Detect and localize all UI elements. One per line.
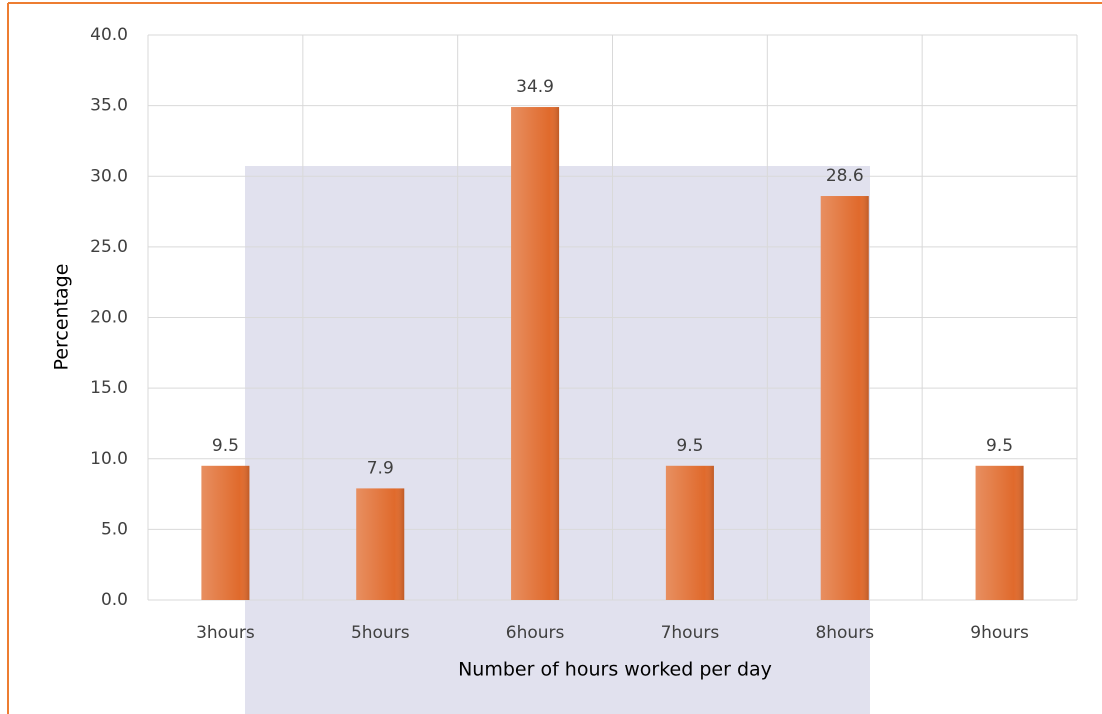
- bar-shade: [511, 107, 559, 600]
- bar-shade: [976, 466, 1024, 600]
- x-tick-label: 8hours: [815, 623, 874, 643]
- page: {"chart_data": {"type": "bar", "x_label"…: [0, 0, 1102, 714]
- bar-shade: [356, 488, 404, 600]
- data-label: 9.5: [212, 436, 239, 456]
- data-label: 28.6: [826, 166, 864, 186]
- x-tick-label: 6hours: [506, 623, 565, 643]
- y-tick-label: 10.0: [90, 449, 128, 469]
- chart: Number of hours worked per day Percentag…: [0, 0, 1102, 714]
- y-tick-label: 15.0: [90, 378, 128, 398]
- data-label: 34.9: [516, 77, 554, 97]
- x-tick-label: 7hours: [661, 623, 720, 643]
- y-tick-label: 0.0: [101, 590, 128, 610]
- y-tick-label: 30.0: [90, 166, 128, 186]
- y-tick-label: 5.0: [101, 519, 128, 539]
- x-tick-label: 5hours: [351, 623, 410, 643]
- x-tick-label: 3hours: [196, 623, 255, 643]
- data-label: 9.5: [676, 436, 703, 456]
- bar-shade: [201, 466, 249, 600]
- data-label: 7.9: [367, 458, 394, 478]
- y-tick-label: 25.0: [90, 237, 128, 257]
- y-axis-title: Percentage: [51, 264, 73, 371]
- bar-shade: [821, 196, 869, 600]
- bar-shade: [666, 466, 714, 600]
- y-tick-label: 20.0: [90, 308, 128, 328]
- y-tick-label: 40.0: [90, 25, 128, 45]
- x-tick-label: 9hours: [970, 623, 1029, 643]
- y-tick-label: 35.0: [90, 96, 128, 116]
- x-axis-title: Number of hours worked per day: [458, 659, 772, 681]
- data-label: 9.5: [986, 436, 1013, 456]
